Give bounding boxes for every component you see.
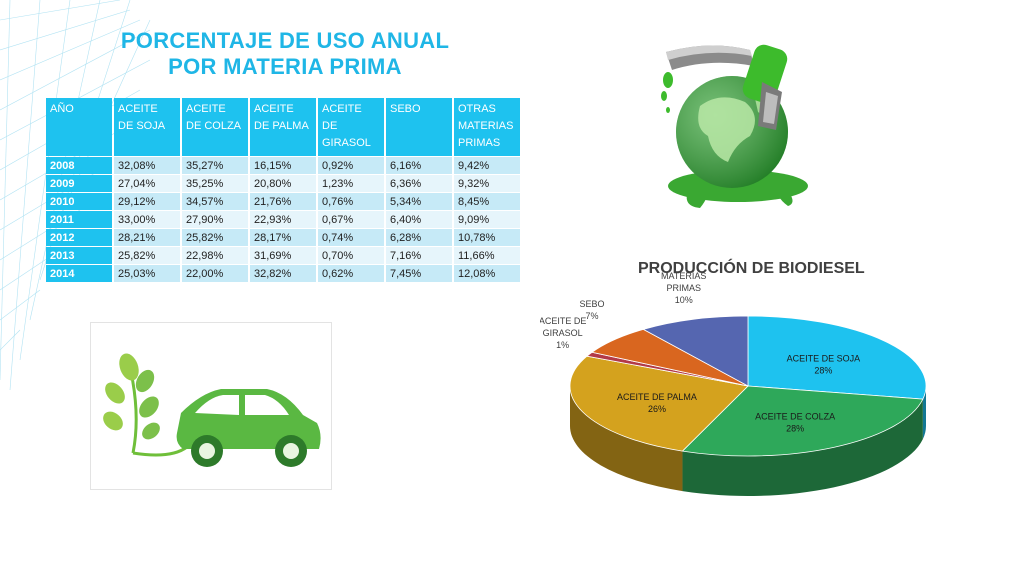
table-row: 2013 25,82% 22,98% 31,69% 0,70% 7,16% 11… bbox=[46, 247, 520, 264]
pie-label-0: 28% bbox=[814, 365, 832, 375]
table-cell: 35,25% bbox=[182, 175, 248, 192]
pie-sides bbox=[570, 386, 926, 496]
table-cell: 7,45% bbox=[386, 265, 452, 282]
table-cell: 0,92% bbox=[318, 157, 384, 174]
cell-year: 2009 bbox=[46, 175, 112, 192]
table-row: 2014 25,03% 22,00% 32,82% 0,62% 7,45% 12… bbox=[46, 265, 520, 282]
header-otras: OTRAS MATERIAS PRIMAS bbox=[454, 98, 520, 156]
usage-table: AÑO ACEITE DE SOJA ACEITE DE COLZA ACEIT… bbox=[44, 97, 522, 283]
pie-label-3: 1% bbox=[556, 340, 569, 350]
table-cell: 32,82% bbox=[250, 265, 316, 282]
table-cell: 9,32% bbox=[454, 175, 520, 192]
cell-year: 2008 bbox=[46, 157, 112, 174]
header-sebo: SEBO bbox=[386, 98, 452, 156]
pie-slice-0 bbox=[747, 315, 927, 400]
pie-slice-1 bbox=[681, 385, 924, 457]
table-cell: 0,70% bbox=[318, 247, 384, 264]
table-cell: 22,93% bbox=[250, 211, 316, 228]
table-cell: 21,76% bbox=[250, 193, 316, 210]
table-cell: 25,82% bbox=[182, 229, 248, 246]
table-cell: 34,57% bbox=[182, 193, 248, 210]
pie-label-0: ACEITE DE SOJA bbox=[787, 353, 861, 363]
table-cell: 8,45% bbox=[454, 193, 520, 210]
table-cell: 6,28% bbox=[386, 229, 452, 246]
pie-label-5: MATERIAS bbox=[661, 271, 706, 281]
header-year: AÑO bbox=[46, 98, 112, 156]
table-cell: 29,12% bbox=[114, 193, 180, 210]
table-cell: 9,09% bbox=[454, 211, 520, 228]
pie-label-5: 10% bbox=[675, 295, 693, 305]
table-row: 2010 29,12% 34,57% 21,76% 0,76% 5,34% 8,… bbox=[46, 193, 520, 210]
table-cell: 10,78% bbox=[454, 229, 520, 246]
table-cell: 0,62% bbox=[318, 265, 384, 282]
slide-title: PORCENTAJE DE USO ANUAL POR MATERIA PRIM… bbox=[120, 28, 450, 79]
pie-label-4: 7% bbox=[585, 311, 598, 321]
pie-label-3: ACEITE DE bbox=[540, 316, 586, 326]
biodiesel-pie-chart: ACEITE DE SOJA 28% ACEITE DE COLZA 28% ACEIT… bbox=[540, 271, 927, 496]
pie-labels: ACEITE DE SOJA 28% ACEITE DE COLZA 28% ACEIT… bbox=[540, 271, 861, 434]
pie-side-0 bbox=[922, 386, 926, 440]
pie-label-5: PRIMAS bbox=[666, 283, 701, 293]
pie-side-2 bbox=[570, 386, 683, 492]
pie-label-4: SEBO bbox=[579, 299, 604, 309]
cell-year: 2013 bbox=[46, 247, 112, 264]
table-cell: 5,34% bbox=[386, 193, 452, 210]
header-girasol: ACEITE DE GIRASOL bbox=[318, 98, 384, 156]
table-cell: 25,82% bbox=[114, 247, 180, 264]
eco-car-drawing bbox=[103, 353, 321, 467]
table-header-row: AÑO ACEITE DE SOJA ACEITE DE COLZA ACEIT… bbox=[46, 98, 520, 156]
table-cell: 0,74% bbox=[318, 229, 384, 246]
header-colza: ACEITE DE COLZA bbox=[182, 98, 248, 156]
table-cell: 28,17% bbox=[250, 229, 316, 246]
table-cell: 31,69% bbox=[250, 247, 316, 264]
pie-label-1: 28% bbox=[786, 424, 804, 434]
cell-year: 2010 bbox=[46, 193, 112, 210]
table-cell: 0,76% bbox=[318, 193, 384, 210]
eco-car-icon bbox=[90, 322, 332, 490]
table-cell: 0,67% bbox=[318, 211, 384, 228]
pie-slice-5 bbox=[642, 315, 749, 387]
table-cell: 1,23% bbox=[318, 175, 384, 192]
table-cell: 6,36% bbox=[386, 175, 452, 192]
table-cell: 7,16% bbox=[386, 247, 452, 264]
table-cell: 27,04% bbox=[114, 175, 180, 192]
cell-year: 2012 bbox=[46, 229, 112, 246]
header-soja: ACEITE DE SOJA bbox=[114, 98, 180, 156]
chart-title: PRODUCCIÓN DE BIODIESEL bbox=[638, 260, 865, 277]
pie-label-2: 26% bbox=[648, 404, 666, 414]
header-palma: ACEITE DE PALMA bbox=[250, 98, 316, 156]
table-cell: 6,40% bbox=[386, 211, 452, 228]
table-row: 2009 27,04% 35,25% 20,80% 1,23% 6,36% 9,… bbox=[46, 175, 520, 192]
pie-slice-2 bbox=[569, 355, 749, 452]
table-cell: 6,16% bbox=[386, 157, 452, 174]
table-cell: 22,00% bbox=[182, 265, 248, 282]
table-cell: 16,15% bbox=[250, 157, 316, 174]
table-cell: 20,80% bbox=[250, 175, 316, 192]
pie-label-2: ACEITE DE PALMA bbox=[617, 392, 697, 402]
table-row: 2012 28,21% 25,82% 28,17% 0,74% 6,28% 10… bbox=[46, 229, 520, 246]
table-cell: 27,90% bbox=[182, 211, 248, 228]
pie-top bbox=[569, 315, 927, 457]
table-cell: 32,08% bbox=[114, 157, 180, 174]
cell-year: 2011 bbox=[46, 211, 112, 228]
pie-label-1: ACEITE DE COLZA bbox=[755, 412, 835, 422]
table-cell: 28,21% bbox=[114, 229, 180, 246]
table-cell: 12,08% bbox=[454, 265, 520, 282]
table-cell: 9,42% bbox=[454, 157, 520, 174]
table-cell: 25,03% bbox=[114, 265, 180, 282]
table-cell: 11,66% bbox=[454, 247, 520, 264]
table-cell: 22,98% bbox=[182, 247, 248, 264]
cell-year: 2014 bbox=[46, 265, 112, 282]
pie-label-3: GIRASOL bbox=[543, 328, 583, 338]
table-cell: 35,27% bbox=[182, 157, 248, 174]
fuel-nozzle-globe-icon bbox=[661, 44, 808, 208]
table-row: 2011 33,00% 27,90% 22,93% 0,67% 6,40% 9,… bbox=[46, 211, 520, 228]
table-cell: 33,00% bbox=[114, 211, 180, 228]
pie-side-1 bbox=[682, 399, 923, 496]
table-row: 2008 32,08% 35,27% 16,15% 0,92% 6,16% 9,… bbox=[46, 157, 520, 174]
